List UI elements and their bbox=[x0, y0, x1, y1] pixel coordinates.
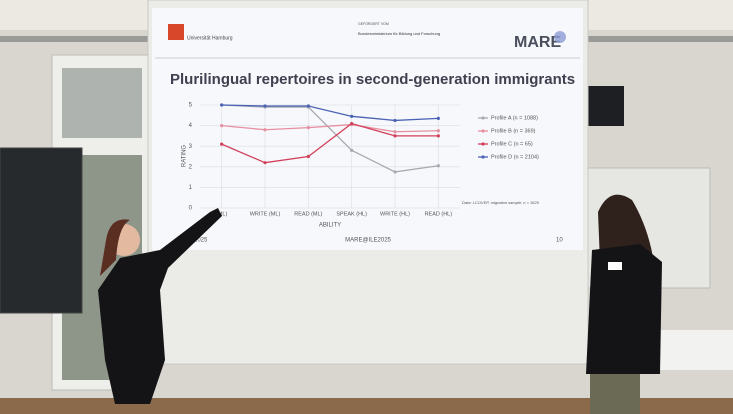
footer: MARE@ILE2025 bbox=[345, 238, 391, 244]
series-line bbox=[221, 122, 439, 164]
point bbox=[350, 121, 354, 126]
point bbox=[393, 118, 397, 123]
logo-text: GEFÖRDERT VOM bbox=[358, 22, 389, 26]
point bbox=[263, 128, 267, 132]
y-tick-label: 4 bbox=[189, 123, 193, 129]
logo-text: MARE bbox=[514, 34, 561, 51]
legend-marker bbox=[481, 129, 485, 133]
person-right bbox=[586, 244, 662, 374]
footer: 2025 bbox=[194, 238, 208, 244]
y-tick-label: 3 bbox=[189, 144, 193, 150]
legend-marker bbox=[481, 142, 485, 146]
point bbox=[306, 154, 310, 159]
point bbox=[263, 104, 267, 108]
point bbox=[220, 124, 224, 128]
table bbox=[660, 330, 733, 370]
point bbox=[393, 134, 397, 138]
logo-mark bbox=[554, 31, 566, 43]
legend-marker bbox=[481, 116, 485, 120]
series-line bbox=[221, 123, 439, 133]
badge bbox=[608, 262, 622, 270]
legend-marker bbox=[481, 155, 485, 159]
x-tick-label: WRITE (ML) bbox=[250, 211, 281, 217]
note: Data: LCOVEP, migration sample, n = 3620 bbox=[462, 200, 540, 205]
y-axis-label: RATING bbox=[182, 145, 188, 168]
floor bbox=[0, 398, 733, 414]
series-line bbox=[221, 104, 439, 173]
legend-label: Profile D (n = 2104) bbox=[491, 154, 539, 160]
hair bbox=[100, 219, 130, 276]
series-line bbox=[221, 104, 439, 122]
x-axis-label: ABILITY bbox=[319, 223, 341, 229]
y-tick-label: 5 bbox=[189, 103, 193, 109]
point bbox=[220, 103, 224, 107]
x-tick-label: (ML) bbox=[216, 211, 227, 217]
window-pane bbox=[62, 68, 142, 138]
logo-text: Universität Hamburg bbox=[187, 35, 233, 41]
trousers bbox=[590, 374, 640, 414]
speaker bbox=[586, 86, 624, 126]
legend-label: Profile C (n = 65) bbox=[491, 141, 533, 147]
point bbox=[436, 116, 440, 120]
point bbox=[306, 104, 310, 108]
logo-text: Bundesministerium für Bildung und Forsch… bbox=[358, 31, 440, 36]
legend-label: Profile A (n = 1088) bbox=[491, 115, 538, 121]
point bbox=[436, 129, 440, 133]
y-tick-label: 1 bbox=[189, 185, 193, 191]
person-left bbox=[98, 208, 222, 404]
point bbox=[263, 161, 267, 165]
point bbox=[393, 130, 397, 134]
point bbox=[306, 126, 310, 130]
point bbox=[436, 134, 440, 138]
point bbox=[393, 170, 397, 174]
legend-label: Profile B (n = 369) bbox=[491, 128, 536, 134]
slide bbox=[152, 8, 583, 250]
point bbox=[220, 142, 224, 146]
logo-mark bbox=[168, 24, 184, 40]
point bbox=[350, 148, 354, 152]
chart-title: Plurilingual repertoires in second-gener… bbox=[170, 71, 575, 88]
x-tick-label: READ (ML) bbox=[294, 211, 322, 217]
blackboard bbox=[0, 147, 83, 314]
point bbox=[350, 114, 354, 118]
x-tick-label: SPEAK (HL) bbox=[336, 211, 367, 217]
people bbox=[98, 194, 662, 414]
x-tick-label: WRITE (HL) bbox=[380, 211, 410, 217]
chart: 0 1 2 3 4 5 (ML) WRITE (ML) READ (ML) SPEAK (HL) W… bbox=[189, 103, 539, 218]
x-tick-label: READ (HL) bbox=[425, 211, 453, 217]
y-tick-label: 2 bbox=[189, 164, 193, 170]
y-tick-label: 0 bbox=[189, 206, 193, 212]
point bbox=[436, 164, 440, 168]
footer: 10 bbox=[556, 238, 563, 244]
